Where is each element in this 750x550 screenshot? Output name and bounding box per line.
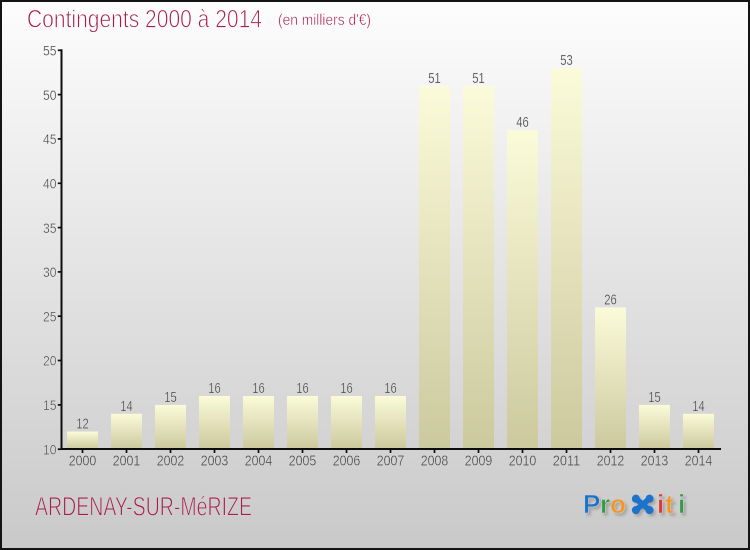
svg-text:2008: 2008 xyxy=(421,454,449,470)
svg-text:2007: 2007 xyxy=(377,454,405,470)
svg-text:i: i xyxy=(678,489,685,519)
svg-text:t: t xyxy=(665,489,674,519)
svg-text:50: 50 xyxy=(43,87,57,103)
svg-text:2006: 2006 xyxy=(333,454,361,470)
svg-text:15: 15 xyxy=(648,389,661,406)
svg-text:o: o xyxy=(610,489,626,519)
svg-text:i: i xyxy=(657,489,664,519)
svg-text:30: 30 xyxy=(43,264,57,280)
svg-text:r: r xyxy=(600,489,610,519)
svg-text:16: 16 xyxy=(340,380,353,397)
svg-text:55: 55 xyxy=(43,43,57,59)
svg-text:15: 15 xyxy=(43,397,57,413)
svg-text:2011: 2011 xyxy=(553,454,581,470)
svg-text:16: 16 xyxy=(296,380,309,397)
svg-text:2003: 2003 xyxy=(201,454,229,470)
svg-text:(en milliers d'€): (en milliers d'€) xyxy=(278,12,371,29)
svg-text:2010: 2010 xyxy=(509,454,537,470)
svg-text:12: 12 xyxy=(76,416,89,433)
svg-text:ARDENAY-SUR-MéRIZE: ARDENAY-SUR-MéRIZE xyxy=(35,492,252,522)
svg-text:2001: 2001 xyxy=(113,454,141,470)
svg-text:25: 25 xyxy=(43,308,57,324)
svg-text:45: 45 xyxy=(43,131,57,147)
svg-text:15: 15 xyxy=(164,389,177,406)
svg-text:P: P xyxy=(583,489,600,519)
svg-text:20: 20 xyxy=(43,353,57,369)
svg-text:2013: 2013 xyxy=(641,454,669,470)
svg-text:2002: 2002 xyxy=(157,454,185,470)
svg-text:2009: 2009 xyxy=(465,454,493,470)
svg-text:Contingents 2000 à 2014: Contingents 2000 à 2014 xyxy=(27,6,262,34)
svg-text:26: 26 xyxy=(604,291,617,308)
svg-text:10: 10 xyxy=(43,441,57,457)
svg-text:14: 14 xyxy=(692,398,705,415)
svg-text:46: 46 xyxy=(516,114,529,131)
svg-text:35: 35 xyxy=(43,220,57,236)
svg-text:2004: 2004 xyxy=(245,454,273,470)
svg-text:51: 51 xyxy=(472,70,485,87)
svg-text:2012: 2012 xyxy=(597,454,625,470)
svg-text:14: 14 xyxy=(120,398,133,415)
svg-text:2000: 2000 xyxy=(69,454,97,470)
svg-text:16: 16 xyxy=(384,380,397,397)
svg-text:51: 51 xyxy=(428,70,441,87)
svg-text:2005: 2005 xyxy=(289,454,317,470)
svg-text:40: 40 xyxy=(43,176,57,192)
svg-text:2014: 2014 xyxy=(685,454,713,470)
svg-text:16: 16 xyxy=(208,380,221,397)
svg-text:53: 53 xyxy=(560,52,573,69)
svg-text:16: 16 xyxy=(252,380,265,397)
